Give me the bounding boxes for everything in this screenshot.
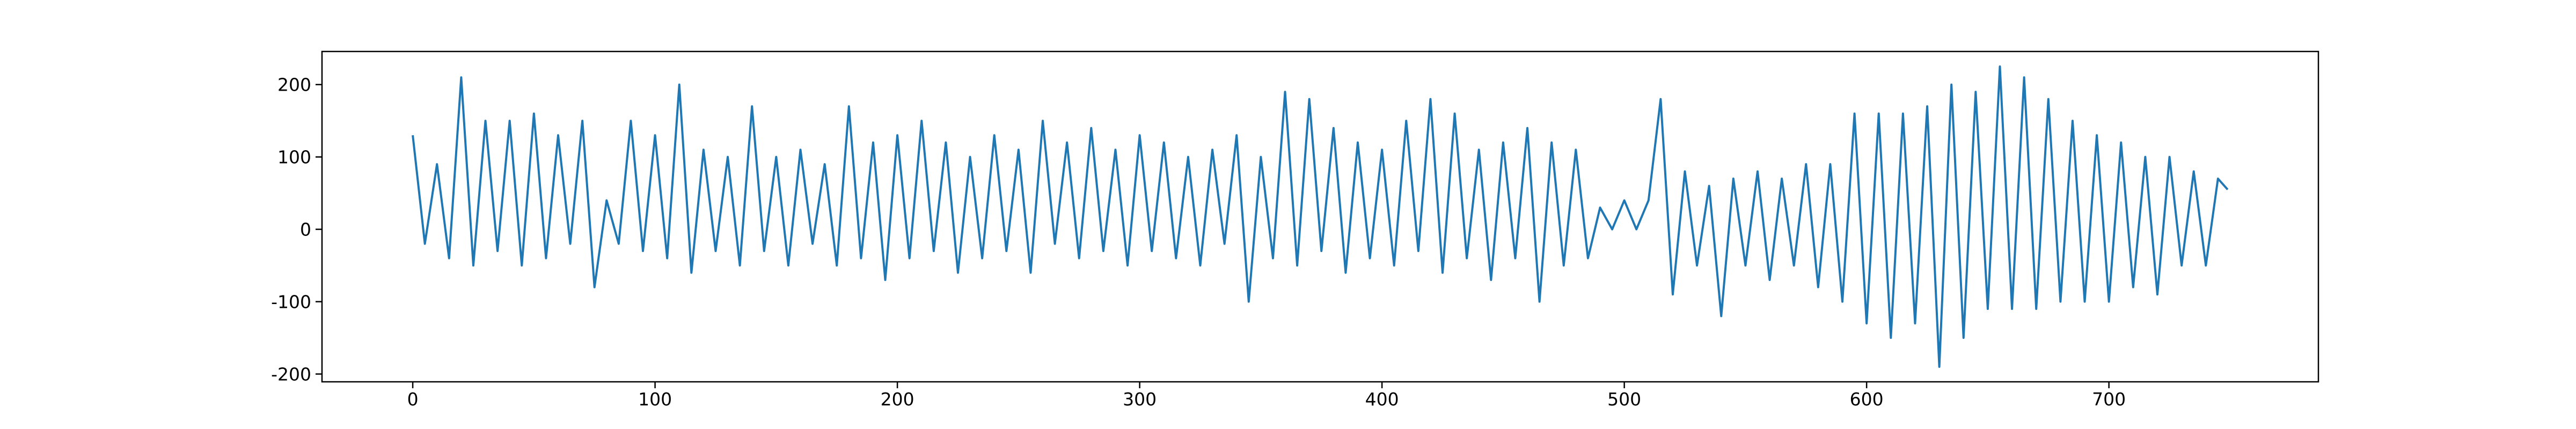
x-tick-label: 500 (1607, 389, 1641, 410)
y-tick-label: 200 (277, 75, 311, 95)
x-tick-label: 0 (407, 389, 419, 410)
x-tick-label: 100 (638, 389, 672, 410)
x-tick-label: 200 (881, 389, 914, 410)
x-tick-label: 300 (1123, 389, 1157, 410)
axes-frame (321, 50, 2319, 383)
data-line (412, 65, 2229, 368)
y-tick-label: -200 (271, 364, 311, 384)
y-tick-label: 0 (300, 219, 311, 240)
y-tick-label: 100 (277, 147, 311, 168)
x-tick-label: 700 (2092, 389, 2126, 410)
x-tick-label: 600 (1850, 389, 1884, 410)
y-tick-label: -100 (271, 292, 311, 313)
x-tick-label: 400 (1365, 389, 1399, 410)
